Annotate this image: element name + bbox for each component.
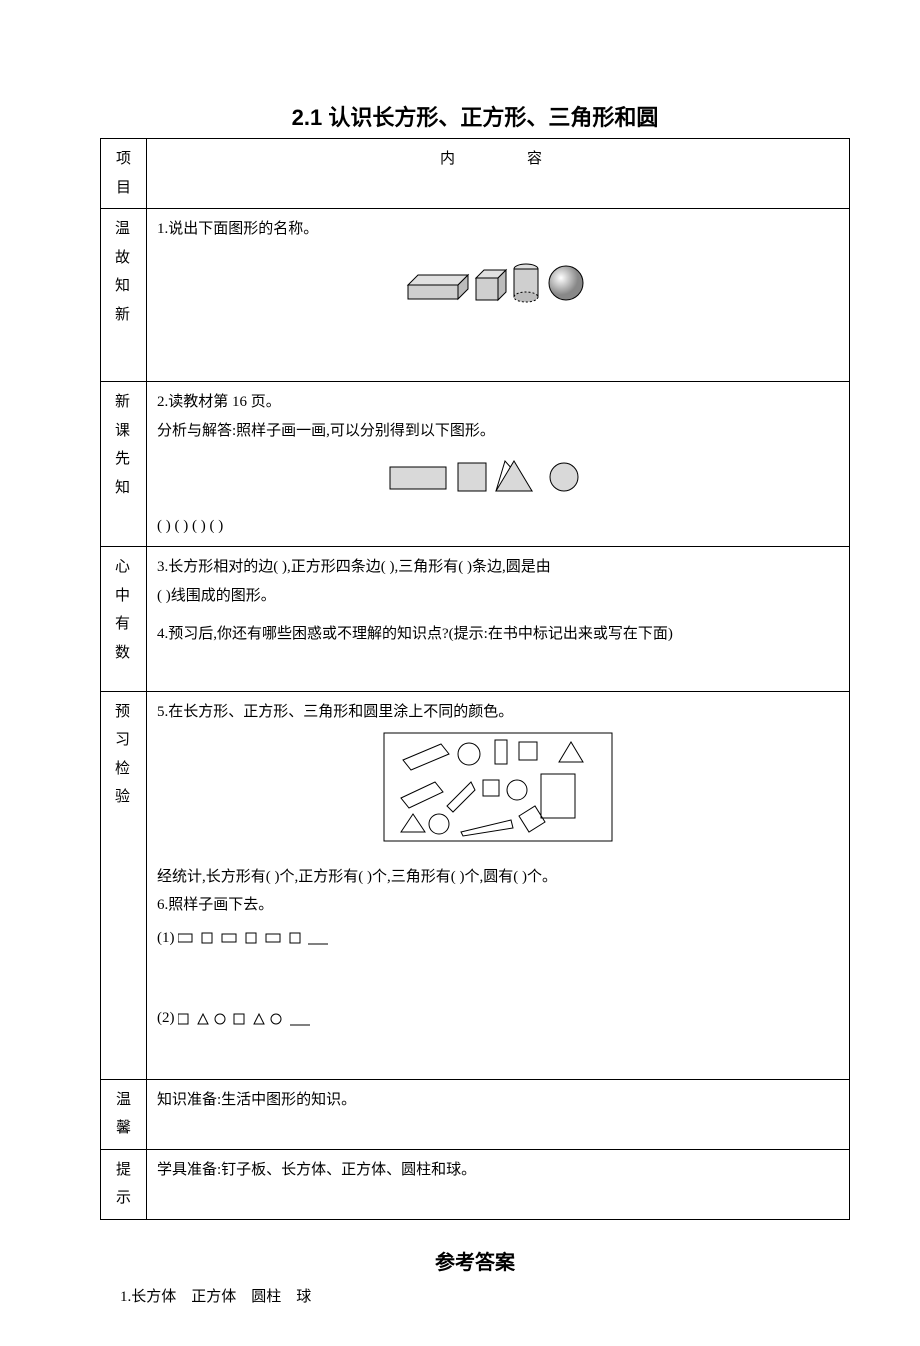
answer-1: 1.长方体 正方体 圆柱 球 [120, 1285, 850, 1306]
row-warm-label: 温故知新 [101, 209, 147, 382]
row-tip-label2: 提示 [101, 1149, 147, 1219]
row-warm-content: 1.说出下面图形的名称。 [147, 209, 850, 382]
row-heart-content: 3.长方形相对的边( ),正方形四条边( ),三角形有( )条边,圆是由 ( )… [147, 547, 850, 692]
worksheet-table: 项目 内 容 温故知新 1.说出下面图形的名称。 [100, 138, 850, 1220]
pattern-2: (2) [157, 1004, 839, 1033]
row-tip-label1: 温馨 [101, 1079, 147, 1149]
row-tip-line1: 知识准备:生活中图形的知识。 [147, 1079, 850, 1149]
flat-shapes [157, 453, 839, 506]
heart-line1b: ( )线围成的图形。 [157, 582, 839, 611]
check-line1: 5.在长方形、正方形、三角形和圆里涂上不同的颜色。 [157, 698, 839, 727]
row-check-content: 5.在长方形、正方形、三角形和圆里涂上不同的颜色。 [147, 691, 850, 1079]
row-new-content: 2.读教材第 16 页。 分析与解答:照样子画一画,可以分别得到以下图形。 ( … [147, 382, 850, 547]
new-line2: 分析与解答:照样子画一画,可以分别得到以下图形。 [157, 417, 839, 446]
row-heart-label: 心中有数 [101, 547, 147, 692]
new-line1: 2.读教材第 16 页。 [157, 388, 839, 417]
header-right: 内 容 [147, 139, 850, 209]
row-tip-line2: 学具准备:钉子板、长方体、正方体、圆柱和球。 [147, 1149, 850, 1219]
header-left: 项目 [101, 139, 147, 209]
heart-line1: 3.长方形相对的边( ),正方形四条边( ),三角形有( )条边,圆是由 [157, 553, 839, 582]
heart-line2: 4.预习后,你还有哪些困惑或不理解的知识点?(提示:在书中标记出来或写在下面) [157, 620, 839, 649]
solids-figure [157, 250, 839, 316]
check-line2: 6.照样子画下去。 [157, 891, 839, 920]
row-check-label: 预习检验 [101, 691, 147, 1079]
page-title: 2.1 认识长方形、正方形、三角形和圆 [100, 100, 850, 132]
q1-text: 1.说出下面图形的名称。 [157, 215, 839, 244]
answers-title: 参考答案 [100, 1246, 850, 1275]
parens-row: ( ) ( ) ( ) ( ) [157, 512, 839, 541]
color-shapes-box [157, 732, 839, 853]
row-new-label: 新课先知 [101, 382, 147, 547]
check-stats: 经统计,长方形有( )个,正方形有( )个,三角形有( )个,圆有( )个。 [157, 863, 839, 892]
pattern-1: (1) [157, 924, 839, 953]
